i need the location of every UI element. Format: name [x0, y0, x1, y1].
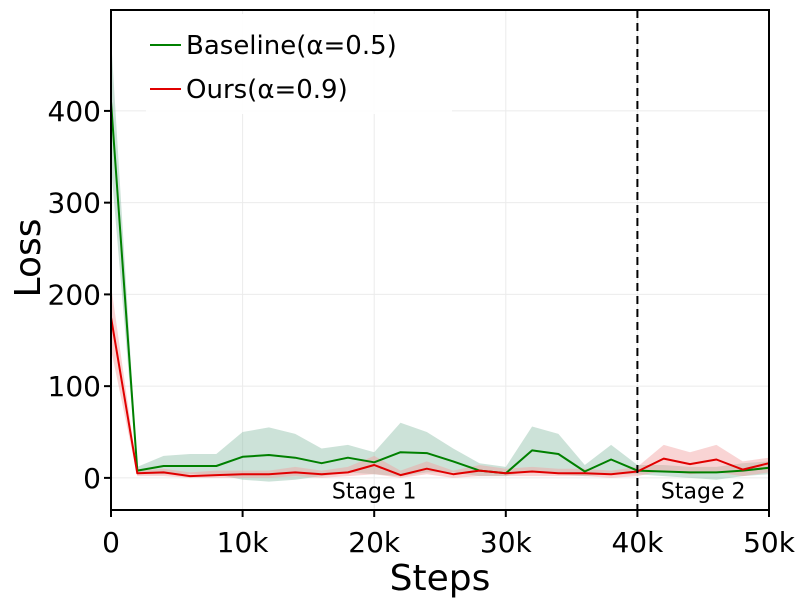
y-axis-label: Loss	[8, 219, 49, 298]
x-tick-label: 20k	[348, 526, 401, 559]
x-tick-label: 50k	[743, 526, 796, 559]
series-line-1	[110, 317, 770, 478]
series-line-0	[110, 101, 770, 475]
x-axis-ticks: 0 10k 20k 30k 40k 50k	[102, 510, 796, 559]
annotations: Stage 1 Stage 2	[332, 480, 746, 505]
x-axis-label: Steps	[390, 558, 491, 599]
y-tick-label: 400	[48, 95, 101, 128]
y-tick-label: 200	[48, 278, 101, 311]
y-axis-ticks: 0 100 200 300 400	[48, 95, 111, 495]
legend-label-1: Ours(α=0.9)	[186, 75, 348, 105]
series-band-1	[111, 285, 769, 478]
stage-label-2: Stage 2	[661, 480, 746, 505]
legend: Baseline(α=0.5) Ours(α=0.9)	[146, 14, 452, 114]
legend-box	[146, 14, 452, 114]
x-tick-label: 0	[102, 526, 120, 559]
y-tick-label: 300	[48, 187, 101, 220]
x-tick-label: 10k	[217, 526, 270, 559]
confidence-bands	[111, 37, 769, 482]
x-tick-label: 40k	[611, 526, 664, 559]
series-lines	[110, 101, 770, 478]
y-tick-label: 0	[83, 462, 101, 495]
x-tick-label: 30k	[480, 526, 533, 559]
stage-label-1: Stage 1	[332, 480, 417, 505]
legend-label-0: Baseline(α=0.5)	[186, 31, 397, 61]
y-tick-label: 100	[48, 370, 101, 403]
plot-frame	[110, 9, 770, 511]
